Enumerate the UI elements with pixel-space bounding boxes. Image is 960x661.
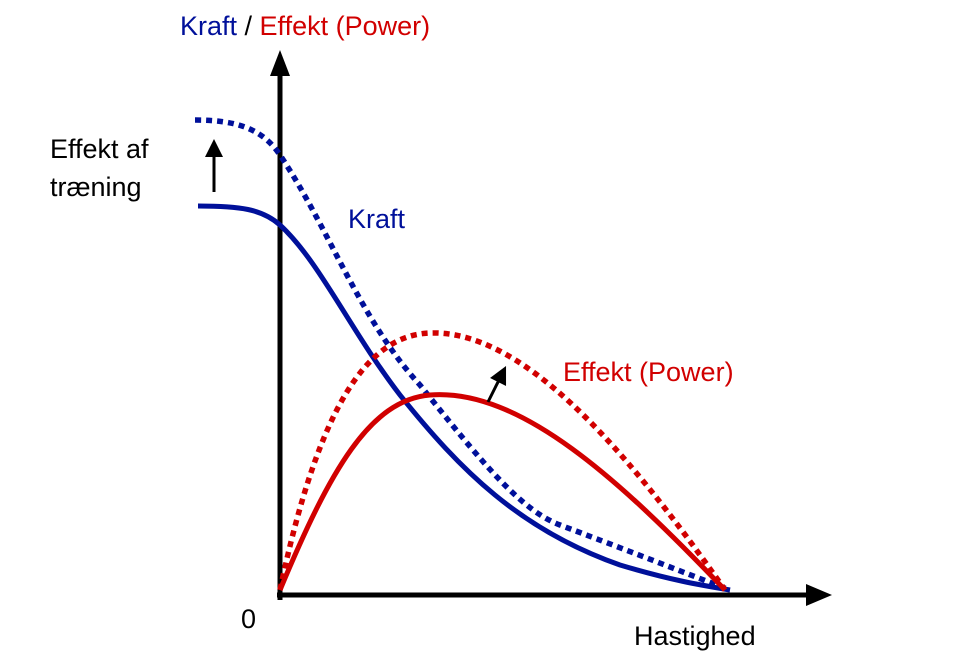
origin-label: 0 — [241, 604, 256, 634]
power-curve-solid — [277, 392, 727, 592]
diagram-title: Kraft / Effekt (Power) — [180, 11, 430, 41]
force-curve-dotted — [194, 117, 731, 593]
title-power: Effekt (Power) — [260, 11, 431, 41]
force-curve-label: Kraft — [348, 204, 406, 234]
training-effect-label-line1: Effekt af — [50, 134, 149, 164]
power-curve-label: Effekt (Power) — [563, 357, 734, 387]
title-separator: / — [237, 11, 260, 41]
training-effect-arrow-power — [486, 365, 507, 403]
x-axis-arrowhead — [806, 584, 832, 606]
training-effect-label-line2: træning — [50, 172, 142, 202]
x-axis-label: Hastighed — [634, 621, 756, 651]
y-axis-arrowhead — [270, 50, 290, 76]
title-force: Kraft — [180, 11, 238, 41]
power-curve-dotted — [277, 330, 728, 592]
